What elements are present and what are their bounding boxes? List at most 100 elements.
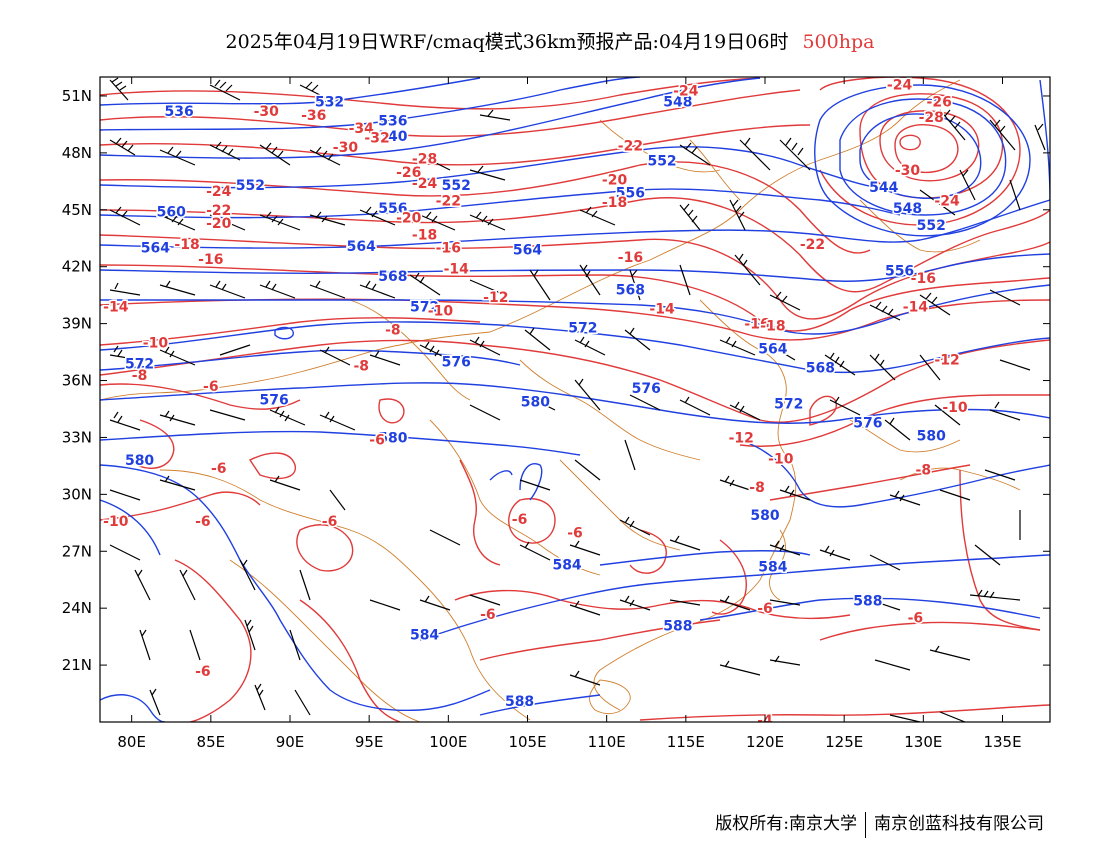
borders-layer [100, 79, 1021, 722]
temperature-contour-label: -10 [103, 514, 129, 530]
temperature-contour-label: -18 [412, 227, 437, 243]
temperature-contour-label: -6 [322, 514, 338, 530]
height-contour-label: 556 [616, 186, 645, 202]
height-contour-label: 536 [378, 114, 407, 130]
map-title: 2025年04月19日WRF/cmaq模式36km预报产品:04月19日06时 5… [0, 27, 1100, 54]
lat-tick-label: 24N [62, 599, 92, 617]
lon-tick-label: 95E [355, 733, 384, 751]
height-contour-label: 572 [410, 300, 439, 316]
wind-barbs [109, 77, 1046, 722]
map-frame [99, 76, 1051, 723]
lat-tick-label: 48N [62, 144, 92, 162]
temperature-contour-label: -16 [618, 250, 643, 266]
temperature-contour-label: -20 [602, 172, 628, 188]
lon-tick-label: 120E [746, 733, 784, 751]
temperature-contour-label: -22 [206, 203, 231, 219]
credits-separator [865, 811, 866, 838]
lat-tick-label: 27N [62, 542, 92, 560]
temperature-contour-label: -6 [211, 461, 227, 477]
lat-tick-label: 39N [62, 315, 92, 333]
temperature-contour-label: -8 [749, 480, 765, 496]
temperature-contour-label: -24 [673, 83, 699, 99]
temperature-contour-label: -24 [206, 184, 232, 200]
height-contour-label: 552 [917, 218, 946, 234]
temperature-contour-label: -26 [396, 165, 421, 181]
height-contour-label: 564 [758, 341, 787, 357]
temperature-contour-label: -26 [927, 95, 952, 111]
temperature-contour-label: -18 [760, 319, 785, 335]
temperature-contour-label: -16 [911, 271, 936, 287]
height-contour-label: 580 [378, 430, 407, 446]
temperature-contour-label: -24 [887, 78, 913, 94]
temperature-contour-label: -6 [567, 525, 583, 541]
height-contour-label: 576 [632, 381, 661, 397]
height-contour-label: 580 [750, 508, 779, 524]
lon-tick-label: 85E [197, 733, 226, 751]
temperature-contour-label: -16 [436, 241, 461, 257]
lon-tick-label: 90E [276, 733, 305, 751]
temperature-contour-label: -24 [934, 193, 960, 209]
lon-tick-label: 80E [117, 733, 146, 751]
temperature-contour-label: -22 [436, 193, 461, 209]
temperature-contour-label: -10 [768, 451, 794, 467]
lat-tick-label: 30N [62, 485, 92, 503]
longitude-axis: 80E 85E 90E 95E 100E 105E 110E 115E 120E 125E 130E… [117, 77, 1022, 751]
credits-owner: 版权所有:南京大学 [715, 814, 857, 834]
lon-tick-label: 130E [904, 733, 942, 751]
height-contour-label: 588 [505, 694, 534, 710]
height-contour-label: 588 [663, 618, 692, 634]
lon-tick-label: 115E [667, 733, 705, 751]
lat-tick-label: 36N [62, 372, 92, 390]
height-contour-label: 576 [442, 355, 471, 371]
temperature-contour-label: -22 [800, 237, 825, 253]
height-contour-label: 584 [552, 558, 581, 574]
temperature-contour-label: -6 [757, 601, 773, 617]
height-contour-label: 552 [442, 178, 471, 194]
height-contour-label: 564 [513, 243, 542, 259]
temperature-contour-label: -6 [195, 664, 211, 680]
height-contour-label: 584 [758, 559, 787, 575]
temperature-contour-label: -12 [934, 353, 959, 369]
height-contour-label: 580 [917, 429, 946, 445]
temperature-contour-label: -28 [412, 152, 437, 168]
lon-tick-label: 125E [825, 733, 863, 751]
height-contour-label: 552 [647, 153, 676, 169]
lat-tick-label: 51N [62, 87, 92, 105]
temperature-contour-label: -10 [942, 400, 968, 416]
height-contour-label: 564 [347, 239, 376, 255]
temperature-contour-label: -6 [480, 607, 496, 623]
temperature-contour-label: -6 [369, 432, 385, 448]
height-contour-label: 576 [853, 415, 882, 431]
credits-company: 南京创蓝科技有限公司 [874, 814, 1044, 834]
temperature-label-layer: -36-30-34-32-30-28-26-24-24-22-20-22-20-… [102, 77, 970, 722]
height-contours [100, 77, 1050, 722]
temperature-contour-label: -6 [203, 379, 219, 395]
height-contour-label: 568 [806, 360, 835, 376]
temperature-contour-label: -14 [903, 300, 929, 316]
height-contour-label: 580 [521, 394, 550, 410]
temperature-contour-label: -6 [195, 514, 211, 530]
lat-tick-label: 33N [62, 428, 92, 446]
height-contour-label: 572 [568, 320, 597, 336]
height-contour-label: 532 [315, 95, 344, 111]
temperature-contour-label: -22 [618, 138, 643, 154]
temperature-contour-label: -6 [908, 611, 924, 627]
height-contour-label: 540 [378, 129, 407, 145]
lat-tick-label: 21N [62, 656, 92, 674]
height-contour-label: 564 [141, 241, 170, 257]
height-contour-label: 560 [157, 205, 186, 221]
title-main: 2025年04月19日WRF/cmaq模式36km预报产品:04月19日06时 [225, 31, 789, 53]
height-contour-label: 548 [663, 95, 692, 111]
latitude-axis: 51N 48N 45N 42N 39N 36N 33N 30N 27N 24N 21N [62, 87, 1050, 674]
temperature-contour-label: -30 [254, 104, 280, 120]
temperature-contour-label: -18 [602, 195, 627, 211]
height-contour-label: 552 [236, 178, 265, 194]
lon-tick-label: 135E [983, 733, 1021, 751]
height-contour-label: 576 [260, 393, 289, 409]
height-contour-label: 580 [125, 453, 154, 469]
temperature-contour-label: -18 [174, 237, 199, 253]
lon-tick-label: 110E [588, 733, 626, 751]
temperature-contour-label: -32 [364, 131, 389, 147]
temperature-contour-label: -20 [396, 210, 422, 226]
